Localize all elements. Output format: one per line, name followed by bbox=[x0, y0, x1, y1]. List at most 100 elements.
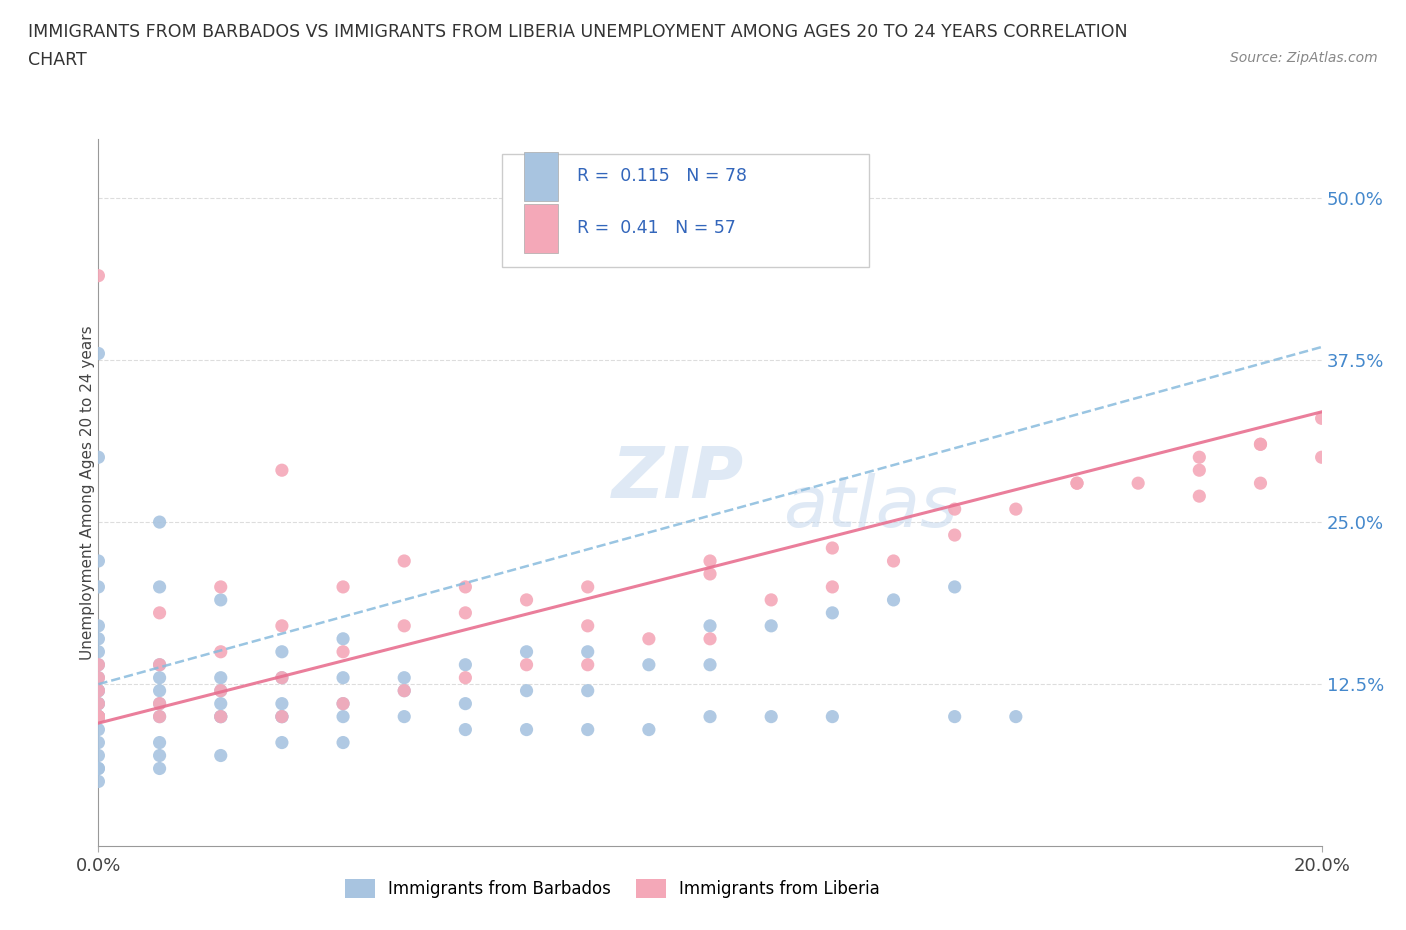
Point bbox=[332, 710, 354, 724]
Point bbox=[87, 346, 110, 361]
Point bbox=[209, 644, 232, 659]
Point bbox=[576, 618, 599, 633]
Point bbox=[87, 631, 110, 646]
Point bbox=[821, 540, 844, 555]
Point bbox=[332, 697, 354, 711]
Point bbox=[821, 710, 844, 724]
Point bbox=[149, 697, 172, 711]
FancyBboxPatch shape bbox=[524, 204, 558, 253]
Point bbox=[87, 710, 110, 724]
Point bbox=[149, 761, 172, 776]
Point bbox=[270, 710, 292, 724]
Point bbox=[149, 748, 172, 763]
Point bbox=[87, 710, 110, 724]
Point bbox=[576, 644, 599, 659]
Point bbox=[332, 579, 354, 594]
Point bbox=[87, 579, 110, 594]
Point bbox=[149, 671, 172, 685]
Point bbox=[87, 644, 110, 659]
Point bbox=[87, 761, 110, 776]
Point bbox=[87, 658, 110, 672]
Point bbox=[576, 722, 599, 737]
Point bbox=[149, 697, 172, 711]
Point bbox=[454, 697, 477, 711]
Point bbox=[759, 710, 782, 724]
Point bbox=[87, 697, 110, 711]
Point bbox=[392, 710, 416, 724]
Point bbox=[149, 710, 172, 724]
Point bbox=[821, 579, 844, 594]
Point bbox=[759, 592, 782, 607]
Point bbox=[1188, 450, 1211, 465]
Point bbox=[699, 618, 721, 633]
Point bbox=[392, 618, 416, 633]
Point bbox=[516, 722, 538, 737]
Point bbox=[576, 579, 599, 594]
Point bbox=[943, 501, 966, 516]
Point bbox=[87, 710, 110, 724]
Point bbox=[87, 684, 110, 698]
Point bbox=[454, 658, 477, 672]
Point bbox=[209, 684, 232, 698]
FancyBboxPatch shape bbox=[524, 152, 558, 201]
Text: IMMIGRANTS FROM BARBADOS VS IMMIGRANTS FROM LIBERIA UNEMPLOYMENT AMONG AGES 20 T: IMMIGRANTS FROM BARBADOS VS IMMIGRANTS F… bbox=[28, 23, 1128, 41]
Point bbox=[149, 710, 172, 724]
Legend: Immigrants from Barbados, Immigrants from Liberia: Immigrants from Barbados, Immigrants fro… bbox=[337, 872, 887, 905]
Point bbox=[454, 671, 477, 685]
Point bbox=[87, 710, 110, 724]
Point bbox=[149, 579, 172, 594]
Text: R =  0.41   N = 57: R = 0.41 N = 57 bbox=[576, 219, 735, 237]
Point bbox=[1310, 411, 1333, 426]
Point bbox=[149, 658, 172, 672]
Point bbox=[149, 658, 172, 672]
Text: ZIP: ZIP bbox=[612, 445, 744, 513]
Point bbox=[87, 618, 110, 633]
Point bbox=[209, 748, 232, 763]
Point bbox=[87, 722, 110, 737]
Point bbox=[943, 527, 966, 542]
Point bbox=[516, 644, 538, 659]
Point bbox=[943, 710, 966, 724]
Point bbox=[1004, 501, 1026, 516]
Point bbox=[87, 710, 110, 724]
Point bbox=[149, 684, 172, 698]
Point bbox=[1066, 476, 1088, 491]
Point bbox=[270, 671, 292, 685]
Point bbox=[87, 774, 110, 789]
Point bbox=[87, 710, 110, 724]
Point bbox=[332, 735, 354, 750]
Point bbox=[883, 592, 905, 607]
Point bbox=[149, 605, 172, 620]
Point bbox=[87, 735, 110, 750]
Point bbox=[1249, 437, 1271, 452]
Text: Source: ZipAtlas.com: Source: ZipAtlas.com bbox=[1230, 51, 1378, 65]
Point bbox=[209, 710, 232, 724]
Point bbox=[1249, 476, 1271, 491]
Point bbox=[699, 631, 721, 646]
Point bbox=[1066, 476, 1088, 491]
Point bbox=[392, 684, 416, 698]
Point bbox=[209, 710, 232, 724]
Point bbox=[209, 579, 232, 594]
Point bbox=[209, 592, 232, 607]
Point bbox=[87, 710, 110, 724]
Point bbox=[87, 658, 110, 672]
Point bbox=[516, 658, 538, 672]
Point bbox=[87, 710, 110, 724]
Point bbox=[87, 671, 110, 685]
Point bbox=[332, 644, 354, 659]
Point bbox=[392, 684, 416, 698]
Point bbox=[637, 658, 661, 672]
Point bbox=[637, 722, 661, 737]
Point bbox=[270, 644, 292, 659]
Point bbox=[87, 450, 110, 465]
Point bbox=[1004, 710, 1026, 724]
Point bbox=[943, 579, 966, 594]
Point bbox=[270, 735, 292, 750]
Point bbox=[87, 684, 110, 698]
Point bbox=[270, 697, 292, 711]
Point bbox=[454, 605, 477, 620]
Point bbox=[699, 566, 721, 581]
Point bbox=[87, 268, 110, 283]
Point bbox=[576, 658, 599, 672]
